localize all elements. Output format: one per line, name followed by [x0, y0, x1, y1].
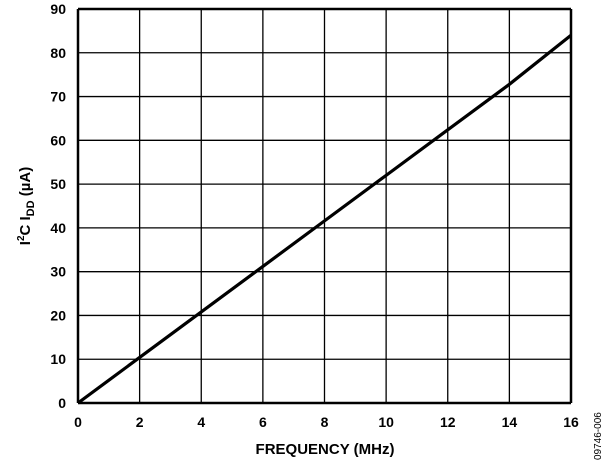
x-tick-label: 8 — [321, 414, 329, 430]
x-tick-label: 10 — [378, 414, 394, 430]
series-line — [77, 34, 572, 405]
y-tick-labels: 0 10 20 30 40 50 60 70 80 90 — [50, 1, 66, 411]
y-tick-label: 80 — [50, 45, 66, 61]
y-tick-label: 40 — [50, 220, 66, 236]
x-tick-label: 14 — [502, 414, 518, 430]
x-tick-label: 12 — [440, 414, 456, 430]
y-tick-label: 50 — [50, 176, 66, 192]
y-tick-label: 0 — [58, 395, 66, 411]
y-axis-label: I2C IDD (µA) — [16, 167, 37, 245]
series — [77, 34, 572, 405]
y-tick-label: 10 — [50, 351, 66, 367]
x-axis-label: FREQUENCY (MHz) — [256, 441, 395, 458]
figure-id: 09746-006 — [593, 412, 604, 460]
y-tick-label: 90 — [50, 1, 66, 17]
x-tick-label: 0 — [74, 414, 82, 430]
x-tick-label: 2 — [136, 414, 144, 430]
x-tick-label: 16 — [563, 414, 579, 430]
y-tick-label: 30 — [50, 264, 66, 280]
y-tick-label: 70 — [50, 89, 66, 105]
x-tick-label: 6 — [259, 414, 267, 430]
x-tick-label: 4 — [197, 414, 205, 430]
grid — [76, 7, 573, 405]
x-tick-labels: 0 2 4 6 8 10 12 14 16 — [74, 414, 579, 430]
y-tick-label: 20 — [50, 307, 66, 323]
y-tick-label: 60 — [50, 132, 66, 148]
